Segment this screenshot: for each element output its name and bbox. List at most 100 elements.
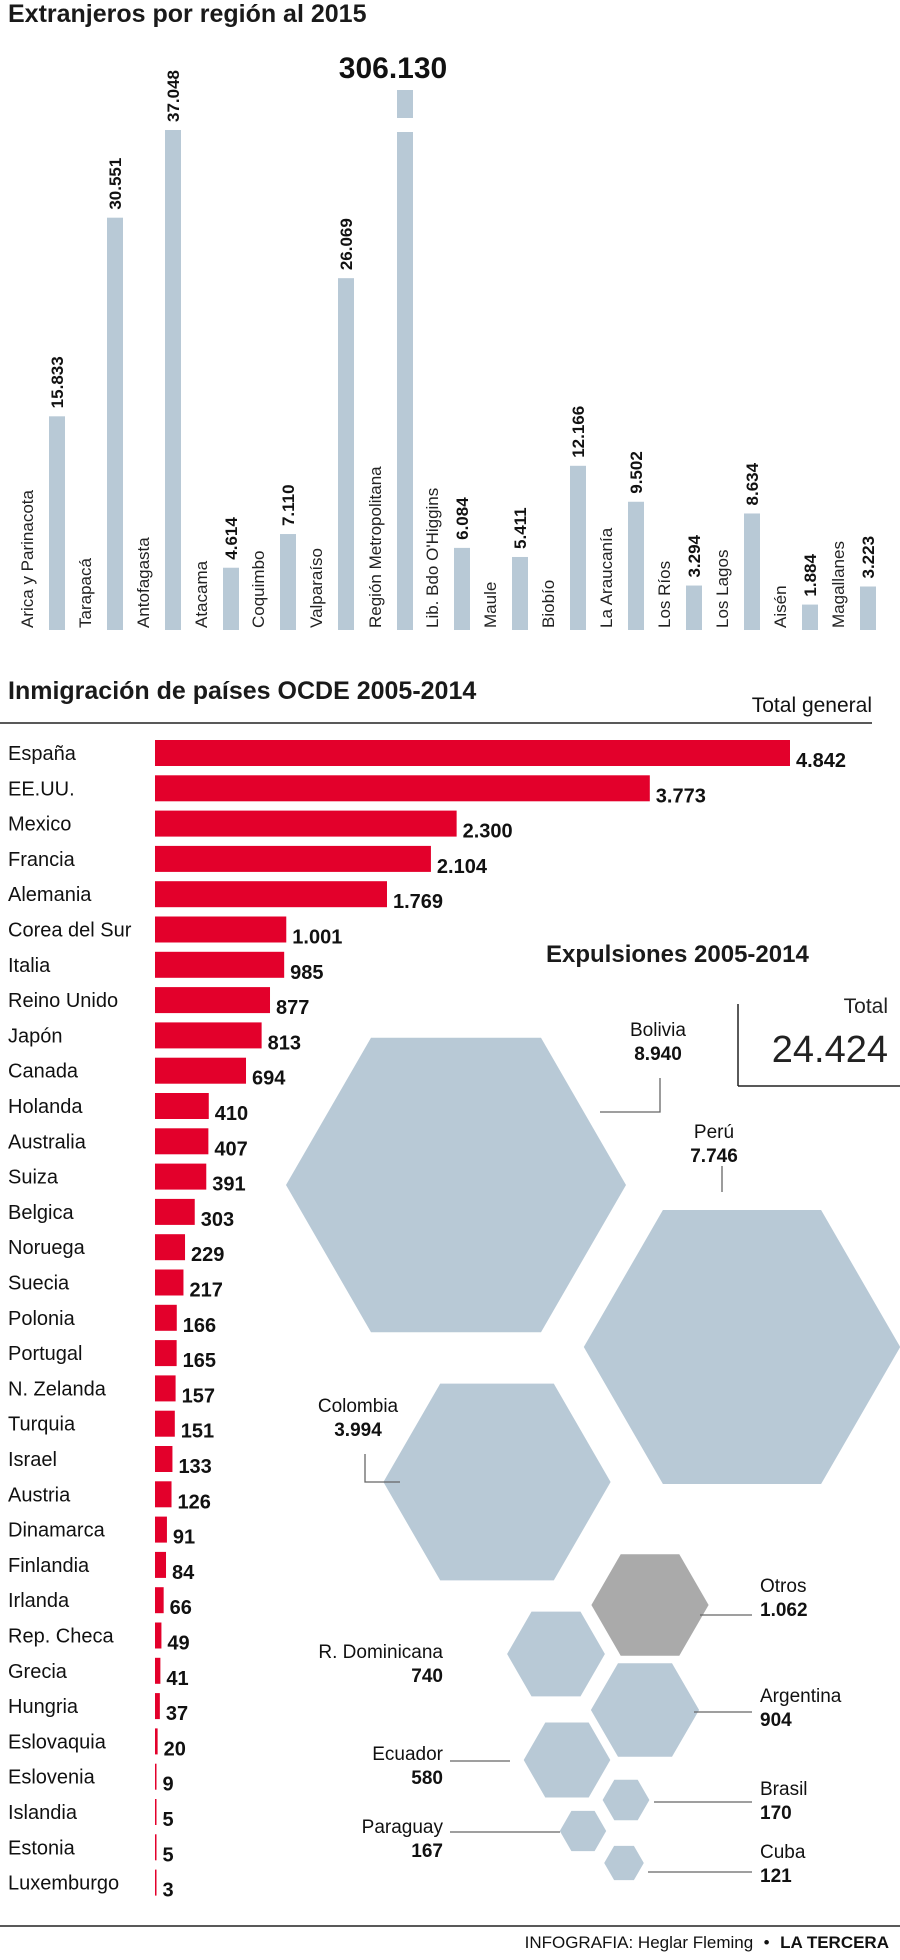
hexagon-label-ecuador: Ecuador — [372, 1744, 443, 1765]
hexagon-brasil — [602, 1779, 650, 1821]
region-value-los-rios: 3.294 — [685, 534, 704, 577]
hexagon-label-r-dominicana: R. Dominicana — [318, 1642, 443, 1663]
region-label-la-araucania: La Araucanía — [597, 527, 616, 628]
hexagon-value-paraguay: 167 — [411, 1841, 443, 1862]
ocde-bar-luxemburgo — [155, 1869, 157, 1896]
ocde-label-rep-checa: Rep. Checa — [8, 1626, 114, 1648]
ocde-value-irlanda: 66 — [170, 1597, 192, 1619]
region-label-aisen: Aisén — [771, 585, 790, 628]
region-bar-aisen — [802, 604, 818, 630]
ocde-label-polonia: Polonia — [8, 1308, 76, 1330]
hexagon-label-bolivia: Bolivia — [630, 1020, 686, 1041]
region-bar-antofagasta — [165, 130, 181, 630]
ocde-value-rep-checa: 49 — [167, 1633, 189, 1655]
ocde-bar-irlanda — [155, 1587, 164, 1614]
ocde-bar-ee-uu — [155, 775, 650, 802]
region-value-magallanes: 3.223 — [859, 536, 878, 579]
ocde-label-italia: Italia — [8, 955, 51, 977]
ocde-bar-alemania — [155, 881, 387, 908]
ocde-label-noruega: Noruega — [8, 1237, 86, 1259]
ocde-bar-grecia — [155, 1657, 161, 1684]
ocde-label-francia: Francia — [8, 849, 76, 871]
region-bar-atacama — [223, 567, 239, 630]
region-label-valparaiso: Valparaíso — [307, 548, 326, 628]
region-value-lib-bdo-o-higgins: 6.084 — [453, 497, 472, 540]
ocde-label-mexico: Mexico — [8, 814, 71, 836]
ocde-bar-estonia — [155, 1834, 157, 1861]
ocde-label-japon: Japón — [8, 1025, 63, 1047]
ocde-value-polonia: 166 — [183, 1315, 216, 1337]
ocde-label-israel: Israel — [8, 1449, 57, 1471]
ocde-label-suiza: Suiza — [8, 1167, 59, 1189]
ocde-bar-finlandia — [155, 1551, 167, 1578]
ocde-bar-italia — [155, 951, 285, 978]
ocde-value-portugal: 165 — [183, 1350, 216, 1372]
ocde-bar-corea-del-sur — [155, 916, 287, 943]
ocde-label-espana: España — [8, 743, 77, 765]
hexagon-ecuador — [523, 1722, 611, 1798]
ocde-bar-dinamarca — [155, 1516, 167, 1543]
ocde-bar-polonia — [155, 1304, 177, 1331]
region-chart-title: Extranjeros por región al 2015 — [8, 0, 367, 28]
region-bar-arica-y-parinacota — [49, 416, 65, 630]
hexagon-value-r-dominicana: 740 — [411, 1666, 443, 1687]
region-bar-biobio — [570, 465, 586, 630]
hexagon-value-colombia: 3.994 — [334, 1420, 382, 1441]
ocde-value-canada: 694 — [252, 1068, 286, 1090]
ocde-value-mexico: 2.300 — [463, 821, 513, 843]
ocde-label-eslovenia: Eslovenia — [8, 1767, 96, 1789]
region-value-atacama: 4.614 — [222, 517, 241, 560]
hexagon-value-argentina: 904 — [760, 1710, 792, 1731]
region-bar-lib-bdo-o-higgins — [454, 547, 470, 630]
leader-line-bolivia — [600, 1078, 661, 1113]
region-bars: 15.833 Arica y Parinacota 30.551 Tarapacá 37… — [18, 52, 878, 631]
ocde-bar-eslovaquia — [155, 1728, 158, 1755]
region-label-magallanes: Magallanes — [829, 541, 848, 628]
hexagon-value-ecuador: 580 — [411, 1768, 443, 1789]
ocde-label-canada: Canada — [8, 1061, 79, 1083]
ocde-bar-turquia — [155, 1410, 175, 1437]
ocde-chart-title: Inmigración de países OCDE 2005-2014 — [8, 677, 476, 705]
ocde-value-japon: 813 — [268, 1032, 301, 1054]
ocde-bar-australia — [155, 1128, 209, 1155]
ocde-bar-belgica — [155, 1198, 195, 1225]
hexagon-cuba — [604, 1845, 644, 1881]
region-label-biobio: Biobío — [539, 580, 558, 628]
ocde-bar-islandia — [155, 1799, 157, 1825]
ocde-value-suecia: 217 — [189, 1280, 222, 1302]
region-label-los-rios: Los Ríos — [655, 561, 674, 628]
region-bar-region-metropolitana-upper — [397, 90, 413, 118]
ocde-label-belgica: Belgica — [8, 1202, 74, 1224]
ocde-value-austria: 126 — [178, 1491, 211, 1513]
ocde-value-eslovenia: 9 — [163, 1774, 174, 1796]
hexagon-value-otros: 1.062 — [760, 1600, 808, 1621]
ocde-label-hungria: Hungria — [8, 1696, 79, 1718]
ocde-bar-eslovenia — [155, 1763, 157, 1790]
ocde-bar-rep-checa — [155, 1622, 162, 1649]
expulsiones-title: Expulsiones 2005-2014 — [546, 941, 809, 968]
leader-line-colombia — [364, 1454, 400, 1483]
ocde-bar-israel — [155, 1446, 173, 1472]
ocde-bar-reino-unido — [155, 987, 271, 1014]
ocde-value-grecia: 41 — [166, 1668, 188, 1690]
ocde-value-finlandia: 84 — [172, 1562, 195, 1584]
ocde-label-luxemburgo: Luxemburgo — [8, 1873, 119, 1895]
hexagon-label-colombia: Colombia — [318, 1396, 399, 1417]
credit-line: INFOGRAFIA: Heglar Fleming • LA TERCERA — [525, 1933, 889, 1952]
hexagon-value-brasil: 170 — [760, 1803, 792, 1824]
total-general-header: Total general — [752, 694, 872, 717]
ocde-value-alemania: 1.769 — [393, 891, 443, 913]
ocde-value-n-zelanda: 157 — [182, 1385, 215, 1407]
ocde-label-dinamarca: Dinamarca — [8, 1520, 106, 1542]
hexagon-value-bolivia: 8.940 — [634, 1044, 682, 1065]
ocde-value-australia: 407 — [214, 1138, 247, 1160]
ocde-value-turquia: 151 — [181, 1421, 214, 1443]
ocde-label-alemania: Alemania — [8, 884, 92, 906]
ocde-value-reino-unido: 877 — [276, 997, 309, 1019]
ocde-label-estonia: Estonia — [8, 1837, 76, 1859]
region-label-maule: Maule — [481, 582, 500, 628]
region-label-antofagasta: Antofagasta — [134, 537, 153, 628]
ocde-label-grecia: Grecia — [8, 1661, 68, 1683]
ocde-bar-noruega — [155, 1234, 186, 1261]
